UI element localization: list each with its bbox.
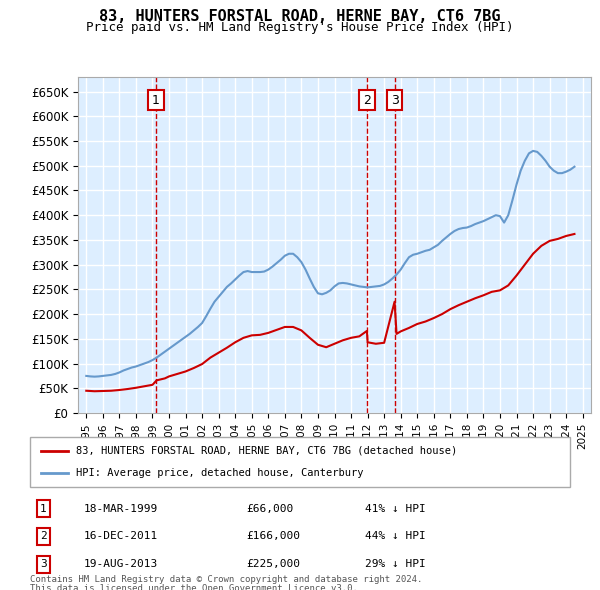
Text: 3: 3 bbox=[40, 559, 47, 569]
Text: £66,000: £66,000 bbox=[246, 504, 293, 513]
Text: Price paid vs. HM Land Registry's House Price Index (HPI): Price paid vs. HM Land Registry's House … bbox=[86, 21, 514, 34]
Text: 29% ↓ HPI: 29% ↓ HPI bbox=[365, 559, 425, 569]
Text: 41% ↓ HPI: 41% ↓ HPI bbox=[365, 504, 425, 513]
Text: 1: 1 bbox=[40, 504, 47, 513]
Text: 1: 1 bbox=[152, 94, 160, 107]
Text: 18-MAR-1999: 18-MAR-1999 bbox=[84, 504, 158, 513]
Text: 44% ↓ HPI: 44% ↓ HPI bbox=[365, 532, 425, 542]
Text: Contains HM Land Registry data © Crown copyright and database right 2024.: Contains HM Land Registry data © Crown c… bbox=[30, 575, 422, 584]
FancyBboxPatch shape bbox=[30, 437, 570, 487]
Text: 19-AUG-2013: 19-AUG-2013 bbox=[84, 559, 158, 569]
Text: 16-DEC-2011: 16-DEC-2011 bbox=[84, 532, 158, 542]
Text: 83, HUNTERS FORSTAL ROAD, HERNE BAY, CT6 7BG (detached house): 83, HUNTERS FORSTAL ROAD, HERNE BAY, CT6… bbox=[76, 445, 457, 455]
Text: £166,000: £166,000 bbox=[246, 532, 300, 542]
Text: £225,000: £225,000 bbox=[246, 559, 300, 569]
Text: 2: 2 bbox=[363, 94, 371, 107]
Text: 83, HUNTERS FORSTAL ROAD, HERNE BAY, CT6 7BG: 83, HUNTERS FORSTAL ROAD, HERNE BAY, CT6… bbox=[99, 9, 501, 24]
Text: This data is licensed under the Open Government Licence v3.0.: This data is licensed under the Open Gov… bbox=[30, 584, 358, 590]
Text: HPI: Average price, detached house, Canterbury: HPI: Average price, detached house, Cant… bbox=[76, 468, 364, 478]
Text: 3: 3 bbox=[391, 94, 398, 107]
Text: 2: 2 bbox=[40, 532, 47, 542]
